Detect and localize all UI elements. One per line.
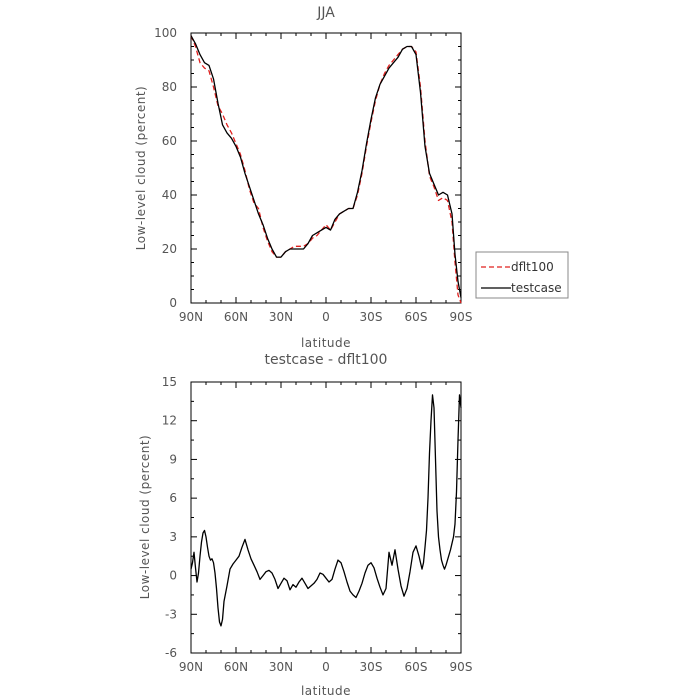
x-tick-label: 30N [269, 310, 293, 324]
x-tick-label: 90S [450, 310, 473, 324]
x-tick-label: 60N [224, 660, 248, 674]
y-tick-label: 0 [169, 569, 177, 583]
x-tick-label: 90S [450, 660, 473, 674]
x-tick-label: 30S [360, 310, 383, 324]
y-tick-label: 100 [154, 26, 177, 40]
x-tick-label: 90N [179, 660, 203, 674]
y-tick-label: 3 [169, 530, 177, 544]
x-tick-label: 90N [179, 310, 203, 324]
plot-frame [190, 32, 462, 304]
legend-box [475, 251, 569, 299]
x-tick-label: 0 [322, 660, 330, 674]
y-tick-label: 9 [169, 452, 177, 466]
legend: dflt100 testcase [475, 251, 569, 299]
y-tick-label: -3 [165, 607, 177, 621]
y-tick-label: 6 [169, 491, 177, 505]
y-tick-label: -6 [165, 646, 177, 660]
x-tick-label: 0 [322, 310, 330, 324]
top-chart-title: JJA [316, 5, 335, 21]
y-tick-label: 20 [162, 242, 177, 256]
x-tick-label: 60S [405, 310, 428, 324]
bottom-chart-title: testcase - dflt100 [265, 352, 388, 368]
legend-label-testcase: testcase [511, 281, 562, 295]
y-tick-label: 80 [162, 80, 177, 94]
y-tick-label: 60 [162, 134, 177, 148]
series-line-testcase [190, 35, 462, 298]
y-tick-label: 12 [162, 414, 177, 428]
top-x-axis-label: latitude [301, 336, 351, 350]
x-tick-label: 30S [360, 660, 383, 674]
plot-frame [190, 381, 462, 654]
bottom-y-axis-label: Low-level cloud (percent) [138, 435, 152, 599]
bottom-plot-area: 90N 60N 30N 0 30S 60S 90S -6 -3 0 3 6 9 12 15 [162, 375, 473, 674]
top-plot-area: 90N 60N 30N 0 30S 60S 90S 0 20 40 60 80 100 [154, 26, 472, 324]
x-tick-label: 60S [405, 660, 428, 674]
y-tick-label: 40 [162, 188, 177, 202]
bottom-x-axis-label: latitude [301, 684, 351, 698]
y-tick-label: 0 [169, 296, 177, 310]
bottom-panel: testcase - dflt100 90N 60N 30N 0 30S 60S 90S -6… [138, 352, 472, 698]
series-line-difference [190, 394, 462, 627]
legend-label-dflt100: dflt100 [511, 260, 554, 274]
y-tick-label: 15 [162, 375, 177, 389]
top-panel: JJA 90N 60N 30N 0 30S 60S 90S 0 20 40 60 80 100 lati… [134, 5, 569, 350]
top-y-axis-label: Low-level cloud (percent) [134, 86, 148, 250]
series-line-dflt100 [190, 35, 462, 304]
x-tick-label: 60N [224, 310, 248, 324]
x-tick-label: 30N [269, 660, 293, 674]
